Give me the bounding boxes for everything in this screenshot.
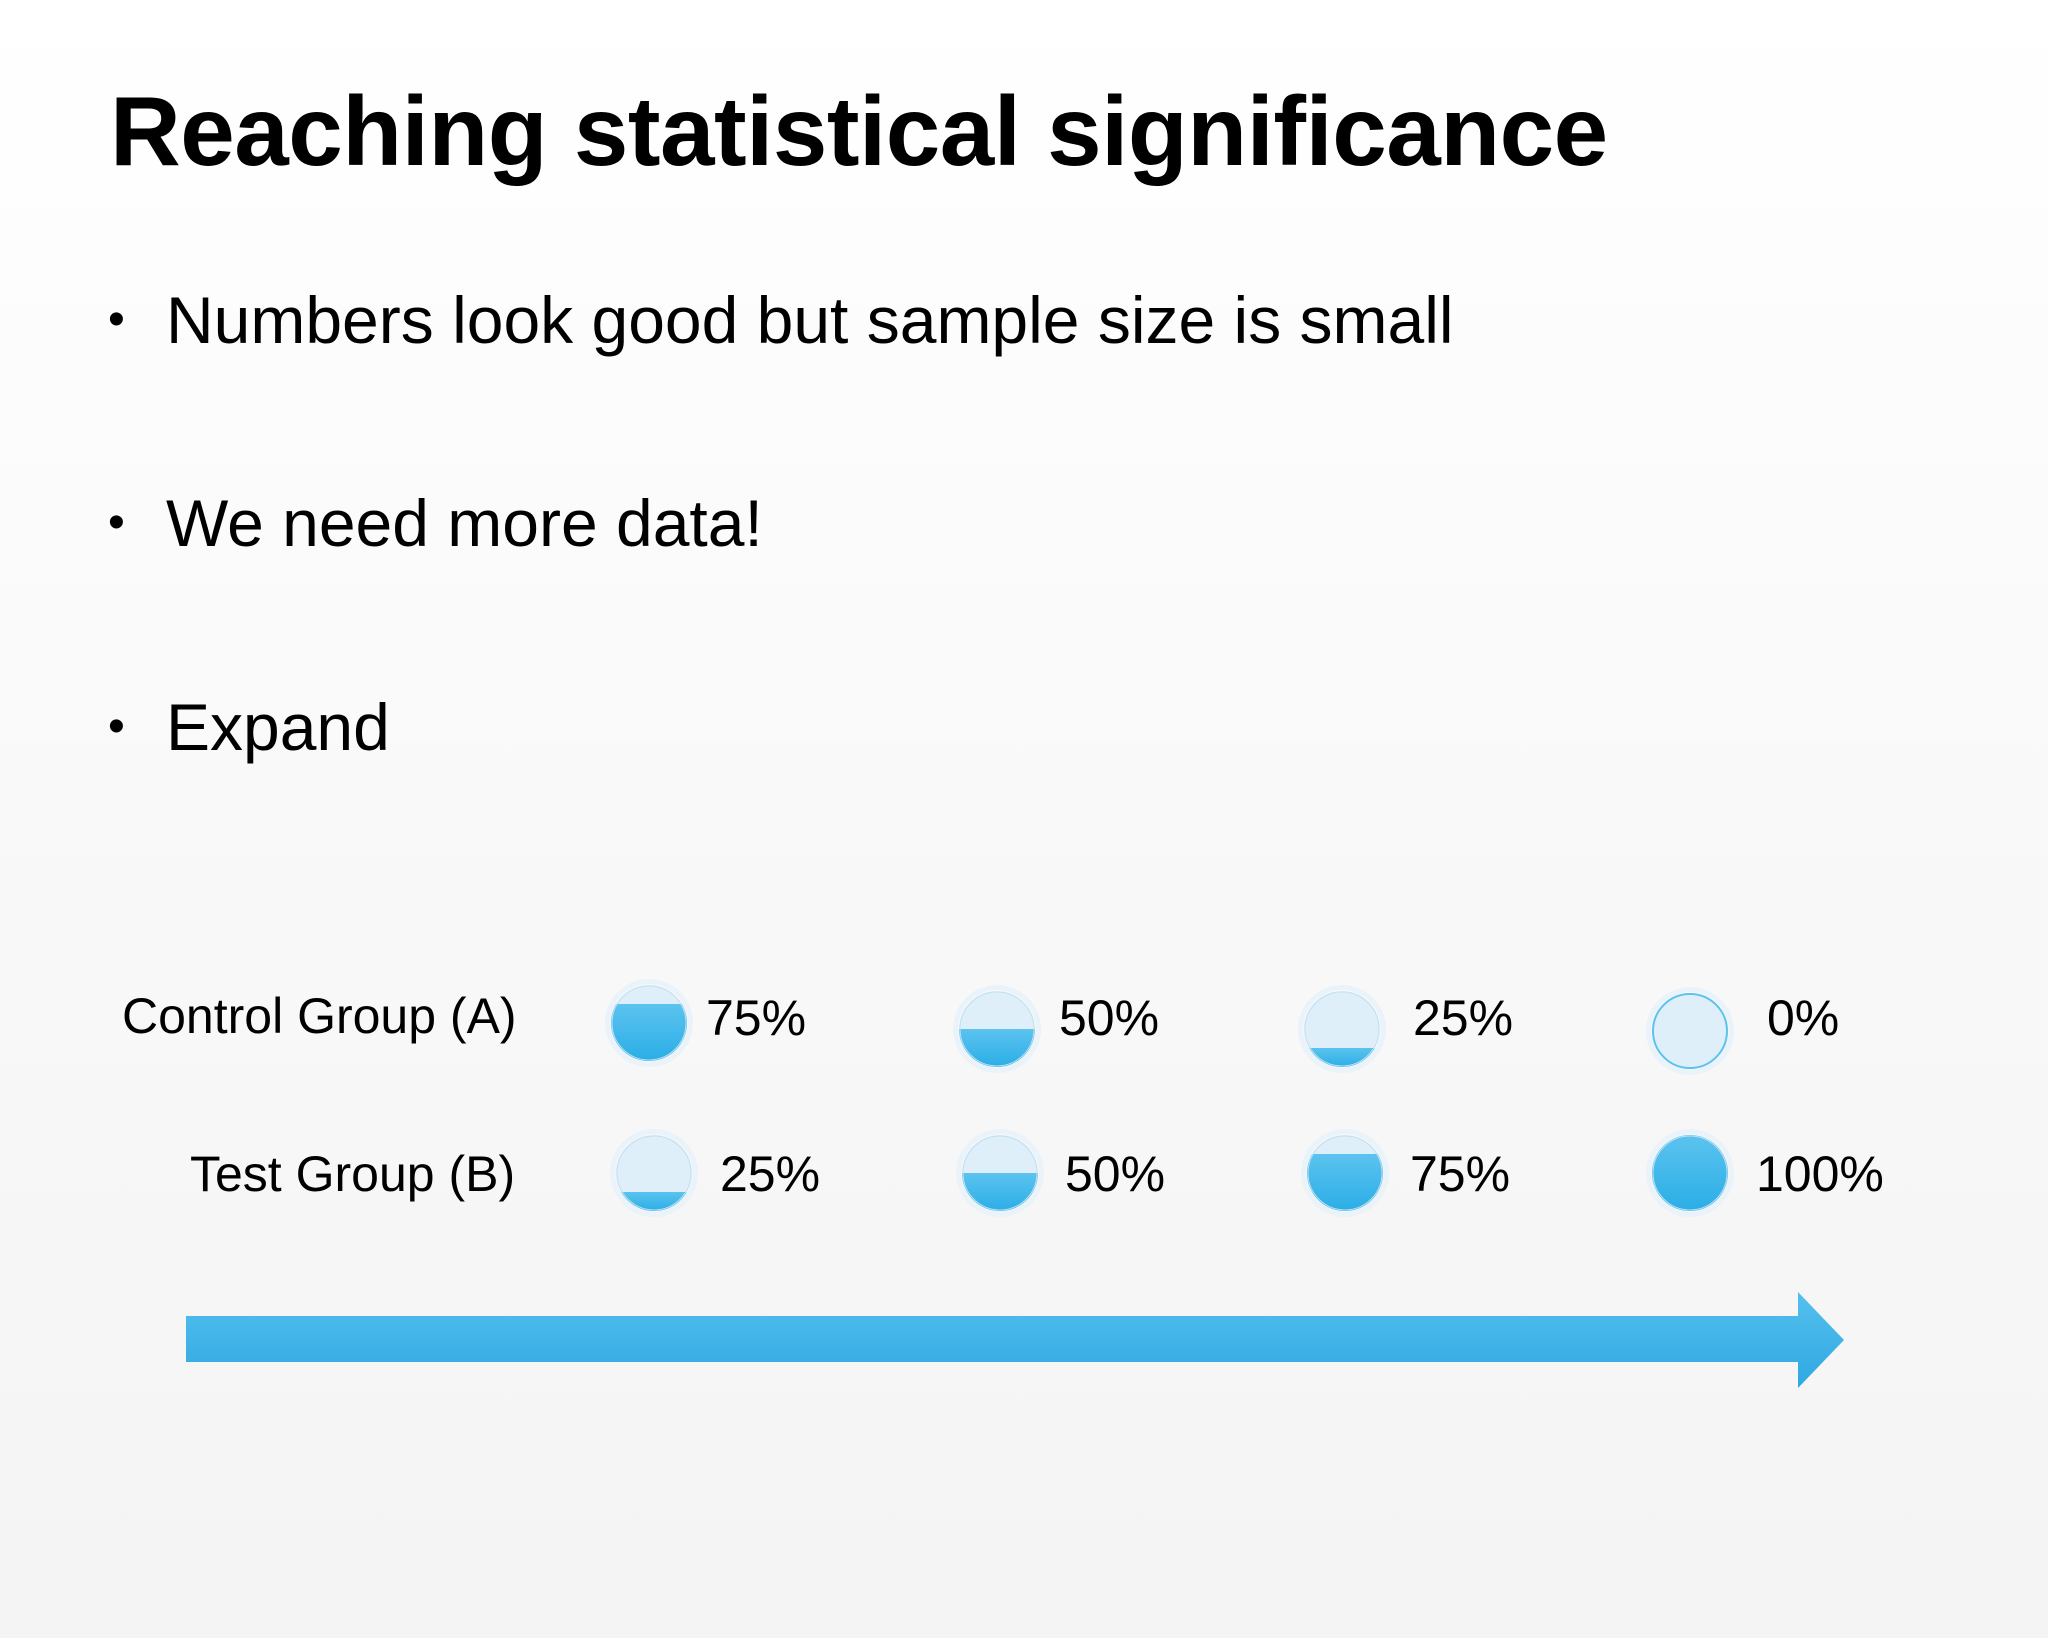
control-group-label: Control Group (A) xyxy=(122,988,517,1044)
test-step-3-percent: 75% xyxy=(1410,1146,1511,1202)
test-step-2-percent: 50% xyxy=(1065,1146,1166,1202)
progress-circle-icon xyxy=(958,990,1036,1068)
bullet-text: Expand xyxy=(166,690,390,764)
test-group-label: Test Group (B) xyxy=(190,1146,516,1202)
bullet-item: • Numbers look good but sample size is sm… xyxy=(108,287,1454,353)
control-step-3-percent: 25% xyxy=(1413,990,1514,1046)
slide-title: Reaching statistical significance xyxy=(110,76,1608,186)
bullet-text: Numbers look good but sample size is sma… xyxy=(166,283,1454,357)
progress-circle-icon xyxy=(610,984,688,1062)
bullet-dot: • xyxy=(108,496,125,549)
bullet-dot: • xyxy=(108,700,125,753)
test-step-1-percent: 25% xyxy=(720,1146,821,1202)
progress-circle-icon xyxy=(1306,1134,1384,1212)
test-step-4-percent: 100% xyxy=(1756,1146,1884,1202)
bullet-item: • We need more data! xyxy=(108,490,763,556)
progress-circle-icon xyxy=(615,1134,693,1212)
progress-circle-icon xyxy=(1303,990,1381,1068)
right-arrow-icon xyxy=(186,1292,1844,1388)
bullet-dot: • xyxy=(108,293,125,346)
bullet-text: We need more data! xyxy=(166,486,763,560)
control-step-1-percent: 75% xyxy=(706,990,807,1046)
bullet-item: • Expand xyxy=(108,694,390,760)
progress-circle-icon xyxy=(1651,1134,1729,1212)
progress-circle-icon xyxy=(961,1134,1039,1212)
control-step-4-percent: 0% xyxy=(1767,990,1840,1046)
progress-circle-icon xyxy=(1651,992,1729,1070)
control-step-2-percent: 50% xyxy=(1059,990,1160,1046)
